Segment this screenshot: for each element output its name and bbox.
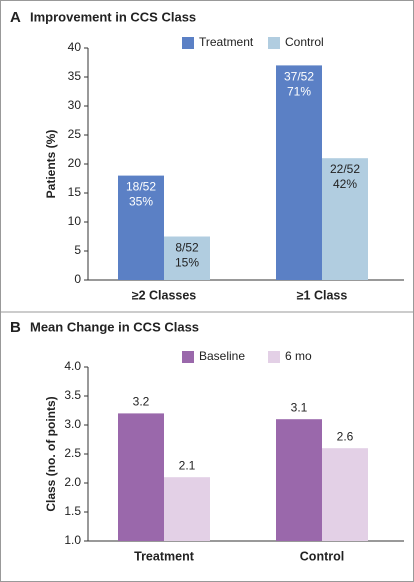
legend-swatch [268,37,280,49]
legend-label: Baseline [199,349,245,363]
panel-letter: A [10,9,21,26]
legend-label: 6 mo [285,349,312,363]
y-tick-label: 3.5 [64,388,81,402]
value-label-line: 15% [175,256,199,270]
legend-label: Control [285,35,324,49]
chart-title: Improvement in CCS Class [30,9,196,24]
bar [164,236,210,280]
y-tick-label: 5 [74,243,81,257]
value-label-line: 35% [129,195,153,209]
value-label: 3.2 [133,395,150,409]
bar [322,448,368,541]
bar [276,419,322,541]
value-label: 37/52 71% [284,70,314,99]
value-label-line: 18/52 [126,180,156,194]
x-tick-label: Control [300,549,344,563]
bar [276,65,322,281]
value-label: 2.1 [179,458,196,472]
value-label: 2.6 [337,429,354,443]
x-tick-label: Treatment [134,549,195,563]
value-label: 8/52 15% [175,241,199,270]
legend-swatch [268,351,280,363]
chart-title: Mean Change in CCS Class [30,319,199,334]
x-tick-label: ≥1 Class [297,288,348,302]
y-tick-label: 10 [68,214,82,228]
value-label: 18/52 35% [126,180,156,209]
y-axis-label: Patients (%) [44,130,58,199]
legend-swatch [182,37,194,49]
x-tick-label: ≥2 Classes [132,288,197,302]
y-tick-label: 2.5 [64,446,81,460]
value-label-line: 42% [333,177,357,191]
y-tick-label: 1.0 [64,533,81,547]
y-tick-label: 30 [68,98,82,112]
value-label-line: 22/52 [330,162,360,176]
panel-letter: B [10,319,21,336]
bar [322,158,368,280]
value-label-line: 8/52 [175,241,199,255]
y-tick-label: 4.0 [64,359,81,373]
legend-swatch [182,351,194,363]
value-label: 22/52 42% [330,162,360,191]
y-tick-label: 35 [68,69,82,83]
value-label-line: 71% [287,85,311,99]
y-tick-label: 3.0 [64,417,81,431]
y-tick-label: 15 [68,185,82,199]
y-tick-label: 0 [74,272,81,286]
y-axis-label: Class (no. of points) [44,396,58,511]
bar [118,413,164,541]
value-label: 3.1 [291,400,308,414]
y-tick-label: 25 [68,127,82,141]
bar [164,477,210,541]
y-tick-label: 2.0 [64,475,81,489]
legend-label: Treatment [199,35,254,49]
y-tick-label: 40 [68,40,82,54]
y-tick-label: 1.5 [64,504,81,518]
bar [118,175,164,280]
value-label-line: 37/52 [284,70,314,84]
y-tick-label: 20 [68,156,82,170]
